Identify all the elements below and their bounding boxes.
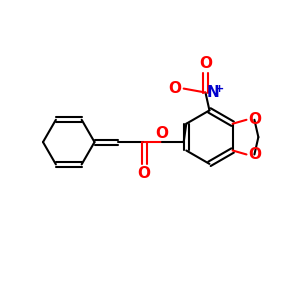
Text: O: O	[138, 166, 151, 181]
Text: O: O	[155, 126, 168, 141]
Text: O: O	[169, 81, 182, 96]
Text: +: +	[214, 84, 224, 94]
Text: N: N	[206, 85, 219, 100]
Text: O: O	[248, 147, 262, 162]
Text: O: O	[248, 112, 262, 127]
Text: O: O	[199, 56, 212, 71]
